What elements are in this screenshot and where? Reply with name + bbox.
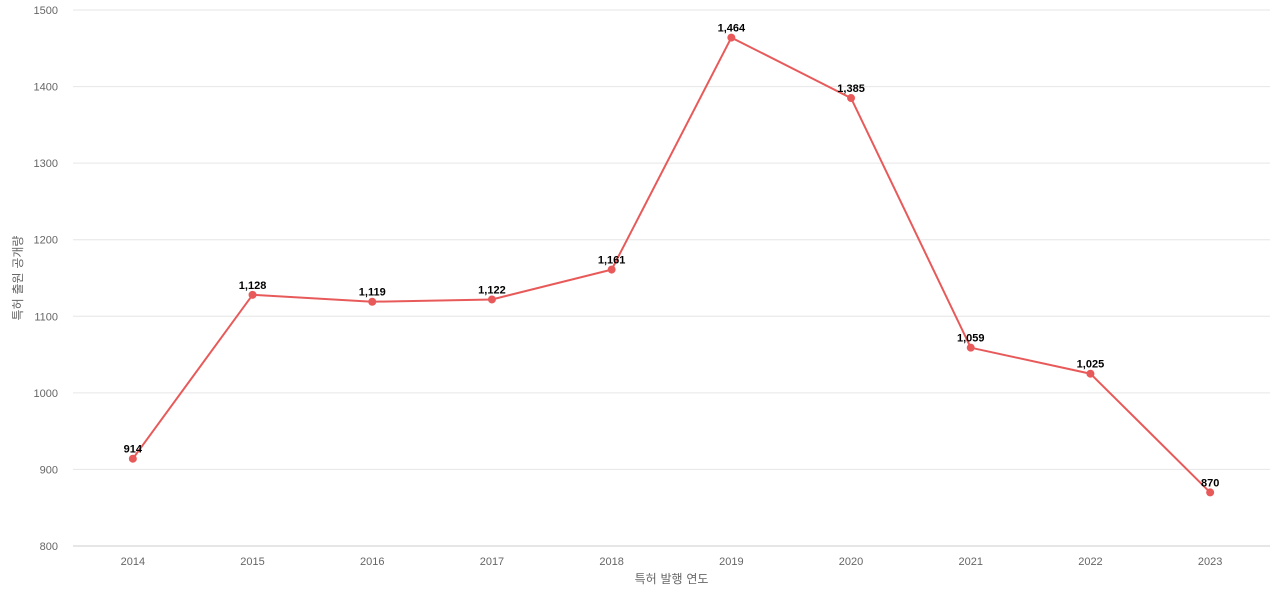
series-line: [132, 36, 1211, 494]
data-label: 1,059: [957, 333, 985, 345]
data-point: [248, 290, 257, 299]
x-tick-label: 2018: [599, 556, 623, 568]
gridlines: [73, 9, 1270, 470]
data-point: [368, 297, 377, 306]
data-label: 1,119: [359, 287, 386, 299]
data-label: 1,385: [837, 83, 865, 95]
x-tick-label: 2019: [719, 556, 743, 568]
y-tick-label: 1000: [34, 388, 58, 400]
y-tick-label: 1300: [34, 158, 58, 170]
x-tick-label: 2014: [121, 556, 145, 568]
y-axis-title: 특허 출원 공개량: [11, 236, 25, 321]
x-axis-ticks: 2014 2015 2016 2017 2018 2019 2020 2021 2022 2023: [121, 556, 1223, 568]
x-tick-label: 2020: [839, 556, 863, 568]
data-point: [727, 33, 736, 42]
data-point: [1206, 488, 1215, 497]
data-label: 1,128: [239, 280, 267, 292]
data-label: 914: [124, 444, 143, 456]
data-point: [607, 265, 616, 274]
data-point: [128, 454, 137, 463]
x-tick-label: 2017: [480, 556, 504, 568]
y-tick-label: 1500: [34, 5, 58, 17]
x-axis-title: 특허 발행 연도: [635, 571, 709, 586]
y-axis-ticks: 800 900 1000 1100 1200 1300 1400 1500: [34, 5, 58, 553]
x-tick-label: 2021: [959, 556, 983, 568]
x-tick-label: 2016: [360, 556, 384, 568]
data-point: [1086, 369, 1095, 378]
data-point: [966, 343, 975, 352]
y-tick-label: 800: [40, 541, 58, 553]
data-labels: 914 1,128 1,119 1,122 1,161 1,464 1,385 1,059 1,…: [124, 23, 1220, 490]
data-label: 1,161: [598, 255, 626, 267]
data-point: [487, 295, 496, 304]
x-tick-label: 2022: [1078, 556, 1102, 568]
data-point: [847, 94, 856, 103]
y-tick-label: 1100: [34, 311, 58, 323]
y-tick-label: 1400: [34, 82, 58, 94]
x-tick-label: 2023: [1198, 556, 1222, 568]
y-tick-label: 900: [40, 464, 58, 476]
data-label: 870: [1201, 477, 1219, 489]
y-tick-label: 1200: [34, 235, 58, 247]
data-label: 1,122: [478, 284, 506, 296]
data-points: [128, 33, 1215, 497]
data-label: 1,464: [718, 23, 746, 35]
x-tick-label: 2015: [240, 556, 264, 568]
data-label: 1,025: [1077, 359, 1105, 371]
